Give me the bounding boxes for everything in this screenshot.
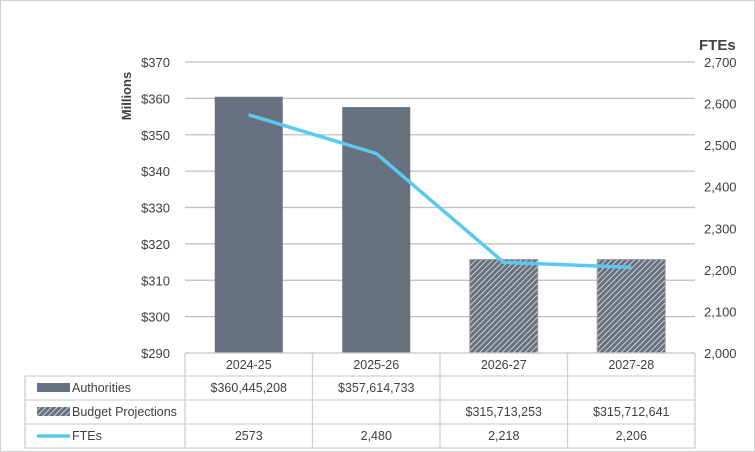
right-tick-label: 2,200 bbox=[704, 263, 737, 278]
right-tick-label: 2,600 bbox=[704, 97, 737, 112]
data-table-value: 2,480 bbox=[361, 429, 392, 443]
category-label: 2024-25 bbox=[226, 358, 272, 372]
fte-line bbox=[248, 113, 632, 270]
legend-solid-icon bbox=[37, 383, 70, 392]
authorities-bar bbox=[214, 96, 283, 353]
left-tick-label: $300 bbox=[141, 310, 170, 325]
left-tick-label: $370 bbox=[141, 55, 170, 70]
data-table-value: 2,218 bbox=[488, 429, 519, 443]
right-tick-label: 2,500 bbox=[704, 138, 737, 153]
left-tick-label: $310 bbox=[141, 273, 170, 288]
left-axis-label: Millions bbox=[119, 72, 134, 120]
authorities-bar bbox=[342, 107, 411, 353]
left-tick-label: $360 bbox=[141, 91, 170, 106]
category-label: 2026-27 bbox=[481, 358, 527, 372]
right-tick-label: 2,000 bbox=[704, 346, 737, 361]
right-tick-label: 2,100 bbox=[704, 304, 737, 319]
left-tick-label: $290 bbox=[141, 346, 170, 361]
right-tick-label: 2,300 bbox=[704, 221, 737, 236]
left-tick-label: $320 bbox=[141, 237, 170, 252]
category-label: 2025-26 bbox=[353, 358, 399, 372]
legend-label: Authorities bbox=[72, 381, 131, 395]
legend-label: FTEs bbox=[72, 429, 102, 443]
budget-projection-bar bbox=[596, 258, 666, 354]
right-axis-label: FTEs bbox=[699, 37, 736, 54]
left-tick-label: $330 bbox=[141, 201, 170, 216]
data-table-value: $360,445,208 bbox=[211, 381, 288, 395]
data-table-value: $315,712,641 bbox=[593, 405, 670, 419]
data-table-value: $315,713,253 bbox=[466, 405, 543, 419]
right-tick-label: 2,700 bbox=[704, 55, 737, 70]
legend-label: Budget Projections bbox=[72, 405, 177, 419]
data-table-value: $357,614,733 bbox=[338, 381, 415, 395]
left-tick-label: $350 bbox=[141, 128, 170, 143]
budget-projection-bar bbox=[469, 258, 539, 354]
data-table-value: 2573 bbox=[235, 429, 263, 443]
category-label: 2027-28 bbox=[608, 358, 654, 372]
legend-hatched-icon bbox=[37, 407, 70, 416]
data-table-value: 2,206 bbox=[616, 429, 647, 443]
left-tick-label: $340 bbox=[141, 164, 170, 179]
right-tick-label: 2,400 bbox=[704, 180, 737, 195]
